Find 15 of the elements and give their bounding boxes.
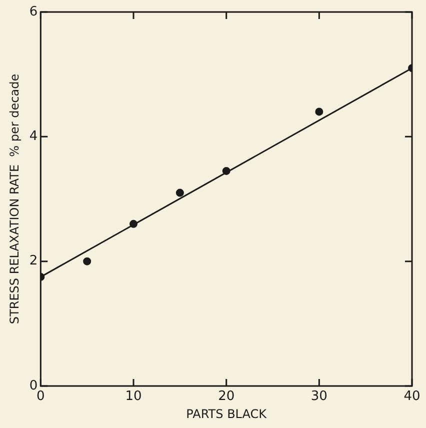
x-tick-label: 20 xyxy=(218,389,235,404)
point xyxy=(315,108,324,116)
y-tick-label: 4 xyxy=(29,129,38,144)
point xyxy=(83,257,92,266)
point xyxy=(130,220,138,228)
x-tick-label: 40 xyxy=(404,389,420,404)
y-axis-title: STRESS RELAXATION RATE % per decade xyxy=(7,74,22,324)
x-tick-label: 30 xyxy=(310,389,328,404)
x-axis-title: PARTS BLACK xyxy=(186,406,268,421)
point xyxy=(222,166,230,175)
y-tick-label: 2 xyxy=(29,254,38,269)
y-tick-label: 0 xyxy=(29,378,38,394)
x-tick-label: 10 xyxy=(125,389,142,404)
point xyxy=(176,188,184,197)
y-tick-label: 6 xyxy=(29,4,38,20)
